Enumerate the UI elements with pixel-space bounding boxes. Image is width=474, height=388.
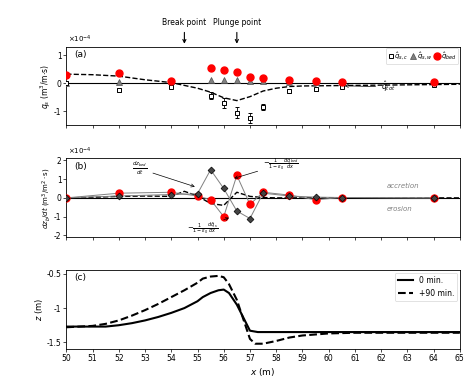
- Text: $\hat{q}_{tot}$: $\hat{q}_{tot}$: [345, 80, 396, 94]
- Text: Plunge point: Plunge point: [213, 18, 261, 43]
- Text: $\times10^{-4}$: $\times10^{-4}$: [68, 146, 92, 157]
- Text: $\times10^{-4}$: $\times10^{-4}$: [68, 34, 92, 45]
- X-axis label: $x$ (m): $x$ (m): [250, 366, 276, 378]
- Text: accretion: accretion: [387, 184, 419, 189]
- Text: erosion: erosion: [387, 206, 413, 212]
- Text: Break point: Break point: [162, 18, 207, 43]
- Text: $-\frac{1}{1-\varepsilon_0}\frac{d\hat{q}_s}{dx}$: $-\frac{1}{1-\varepsilon_0}\frac{d\hat{q…: [187, 218, 228, 236]
- Text: (a): (a): [74, 50, 87, 59]
- Text: $-\frac{1}{1-\varepsilon_0}\frac{dq_{bed}}{dx}$: $-\frac{1}{1-\varepsilon_0}\frac{dq_{bed…: [235, 156, 299, 178]
- Y-axis label: $q_s$ (m$^3$/m$\cdot$s): $q_s$ (m$^3$/m$\cdot$s): [38, 63, 53, 109]
- Text: (b): (b): [74, 162, 87, 171]
- Legend: 0 min., +90 min.: 0 min., +90 min.: [395, 273, 457, 301]
- Text: $\frac{dz_{bed}}{dt}$: $\frac{dz_{bed}}{dt}$: [132, 160, 194, 187]
- Y-axis label: $dz_b/dt$ (m$^3$/m$^2\cdot$s): $dz_b/dt$ (m$^3$/m$^2\cdot$s): [40, 167, 53, 229]
- Legend: $\hat{q}_{s,c}$, $\hat{q}_{s,w}$, $\hat{q}_{bed}$: $\hat{q}_{s,c}$, $\hat{q}_{s,w}$, $\hat{…: [386, 48, 458, 64]
- Y-axis label: $z$ (m): $z$ (m): [33, 298, 45, 321]
- Text: (c): (c): [74, 273, 86, 282]
